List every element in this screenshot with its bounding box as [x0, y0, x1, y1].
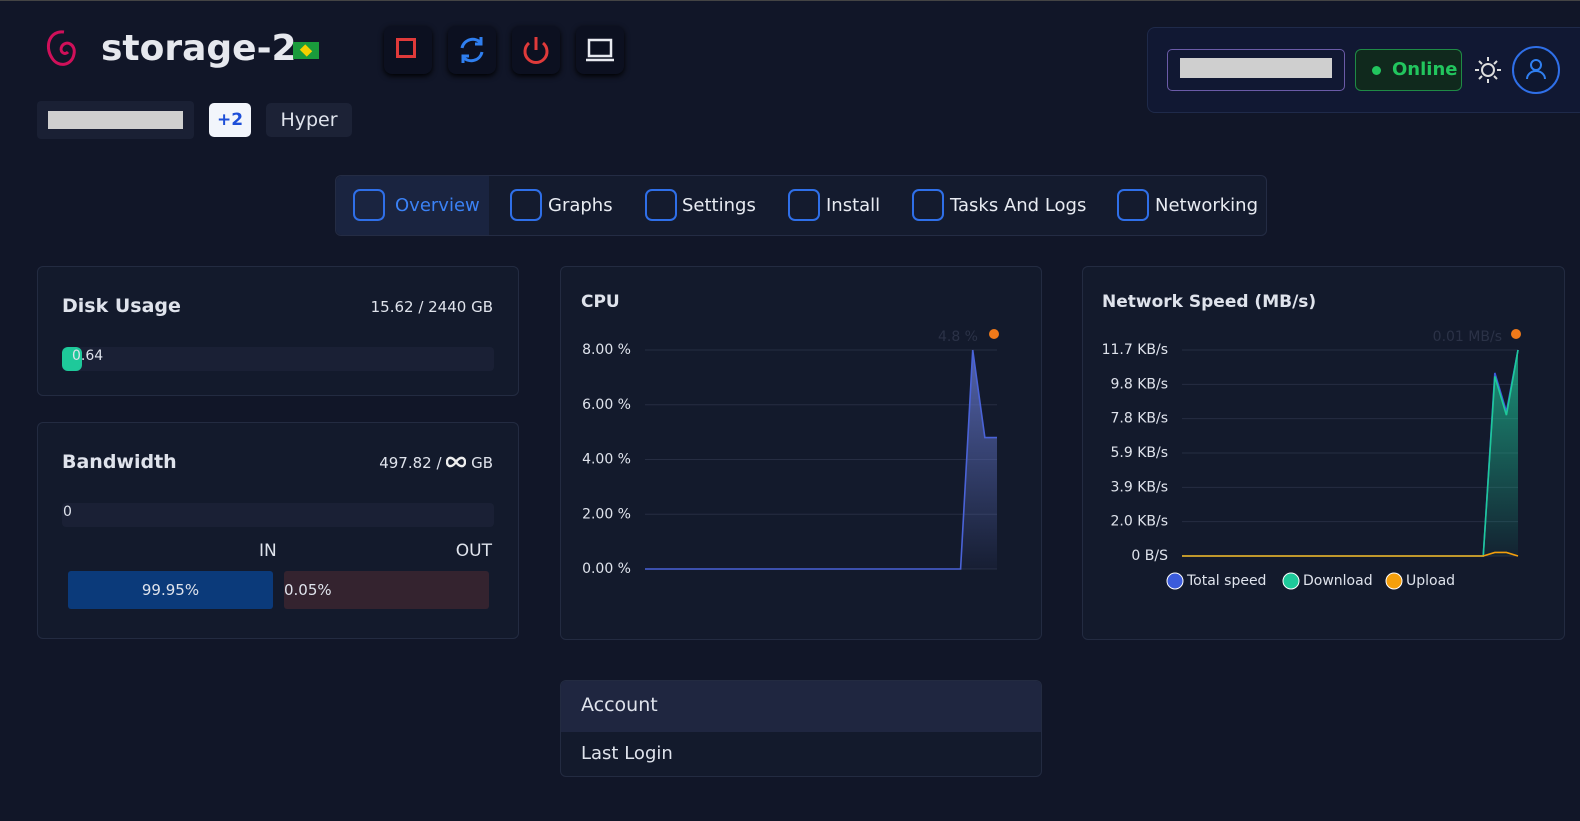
tab[interactable]: Settings — [682, 195, 756, 216]
usage-unit: GB — [471, 454, 493, 472]
tab-icon — [510, 189, 542, 221]
server-title: storage-2 — [101, 28, 297, 69]
y-tick-label: 3.9 KB/s — [1110, 479, 1168, 495]
indicator-dot — [1511, 329, 1521, 339]
annotation: 4.8 % — [938, 329, 978, 345]
legend-label: Upload — [1406, 573, 1455, 589]
tag: Hyper — [266, 103, 352, 137]
redacted-ip — [37, 101, 194, 139]
tab[interactable]: Networking — [1155, 195, 1258, 216]
progress-fill — [62, 347, 82, 371]
tab-icon — [912, 189, 944, 221]
annotation: 0.01 MB/s — [1433, 329, 1502, 345]
line — [1182, 551, 1519, 557]
last-login: Last Login — [581, 743, 673, 764]
tab[interactable]: Overview — [395, 195, 480, 216]
redacted-input[interactable] — [1167, 49, 1345, 91]
status-badge: Online — [1355, 49, 1462, 91]
progress-label: 0.64 — [72, 348, 104, 364]
tab-icon — [645, 189, 677, 221]
flag — [293, 42, 319, 59]
progress-track: 0.64 — [62, 347, 494, 371]
stop-button[interactable] — [384, 26, 432, 74]
y-tick-label: 6.00 % — [582, 397, 631, 413]
legend-label: Download — [1303, 573, 1373, 589]
status-text: Online — [1392, 59, 1458, 80]
theme-toggle[interactable] — [1473, 55, 1503, 85]
line — [645, 349, 997, 570]
y-tick-label: 0 B/S — [1131, 548, 1168, 564]
top-panel: Online — [1147, 27, 1580, 113]
y-tick-label: 2.0 KB/s — [1110, 514, 1168, 530]
avatar[interactable] — [1511, 46, 1561, 96]
legend-label: Total speed — [1186, 573, 1266, 589]
tab[interactable]: Graphs — [548, 195, 613, 216]
chart-title: CPU — [581, 292, 620, 312]
account-header — [561, 681, 1041, 732]
progress-track: 0 — [62, 503, 494, 527]
console-button[interactable] — [576, 26, 624, 74]
in-percent: 99.95% — [68, 571, 273, 609]
bandwidth-card: Bandwidth 497.82 / GB 0 IN OUT 99.95% 0.… — [37, 422, 519, 639]
tab-icon — [788, 189, 820, 221]
out-label: OUT — [455, 541, 492, 561]
logo — [47, 30, 76, 66]
y-tick-label: 5.9 KB/s — [1110, 445, 1168, 461]
active-tab-bg — [336, 176, 489, 235]
y-tick-label: 0.00 % — [582, 561, 631, 577]
tag-count[interactable]: +2 — [209, 103, 251, 137]
usage-text: 497.82 / — [379, 454, 442, 472]
card-title: Bandwidth — [62, 451, 177, 473]
legend-swatch — [1166, 572, 1184, 590]
tab-bar — [335, 175, 1267, 236]
cpu-card — [560, 266, 1042, 640]
in-label: IN — [259, 541, 277, 561]
y-tick-label: 4.00 % — [582, 452, 631, 468]
disk-card: Disk Usage 15.62 / 2440 GB 0.64 — [37, 266, 519, 396]
legend-swatch — [1282, 572, 1300, 590]
y-tick-label: 11.7 KB/s — [1102, 342, 1168, 358]
tab-icon — [1117, 189, 1149, 221]
top-border — [0, 0, 1580, 1]
indicator-dot — [989, 329, 999, 339]
power-button[interactable] — [512, 26, 560, 74]
chart-title: Network Speed (MB/s) — [1102, 292, 1316, 312]
y-tick-label: 2.00 % — [582, 506, 631, 522]
infinity-icon — [446, 456, 467, 468]
legend-swatch — [1385, 572, 1403, 590]
disk-usage-text: 15.62 / 2440 GB — [370, 298, 493, 316]
card-title: Account — [581, 694, 658, 716]
tab-icon — [353, 189, 385, 221]
tab[interactable]: Tasks And Logs — [950, 195, 1087, 216]
tab[interactable]: Install — [826, 195, 881, 216]
y-tick-label: 8.00 % — [582, 342, 631, 358]
account-card: Account Last Login — [560, 680, 1042, 777]
progress-label: 0 — [63, 504, 72, 520]
y-tick-label: 9.8 KB/s — [1110, 376, 1168, 392]
bandwidth-usage: 497.82 / GB — [379, 454, 493, 472]
card-title: Disk Usage — [62, 295, 181, 317]
restart-button[interactable] — [448, 26, 496, 74]
out-percent: 0.05% — [284, 571, 489, 609]
y-tick-label: 7.8 KB/s — [1110, 411, 1168, 427]
